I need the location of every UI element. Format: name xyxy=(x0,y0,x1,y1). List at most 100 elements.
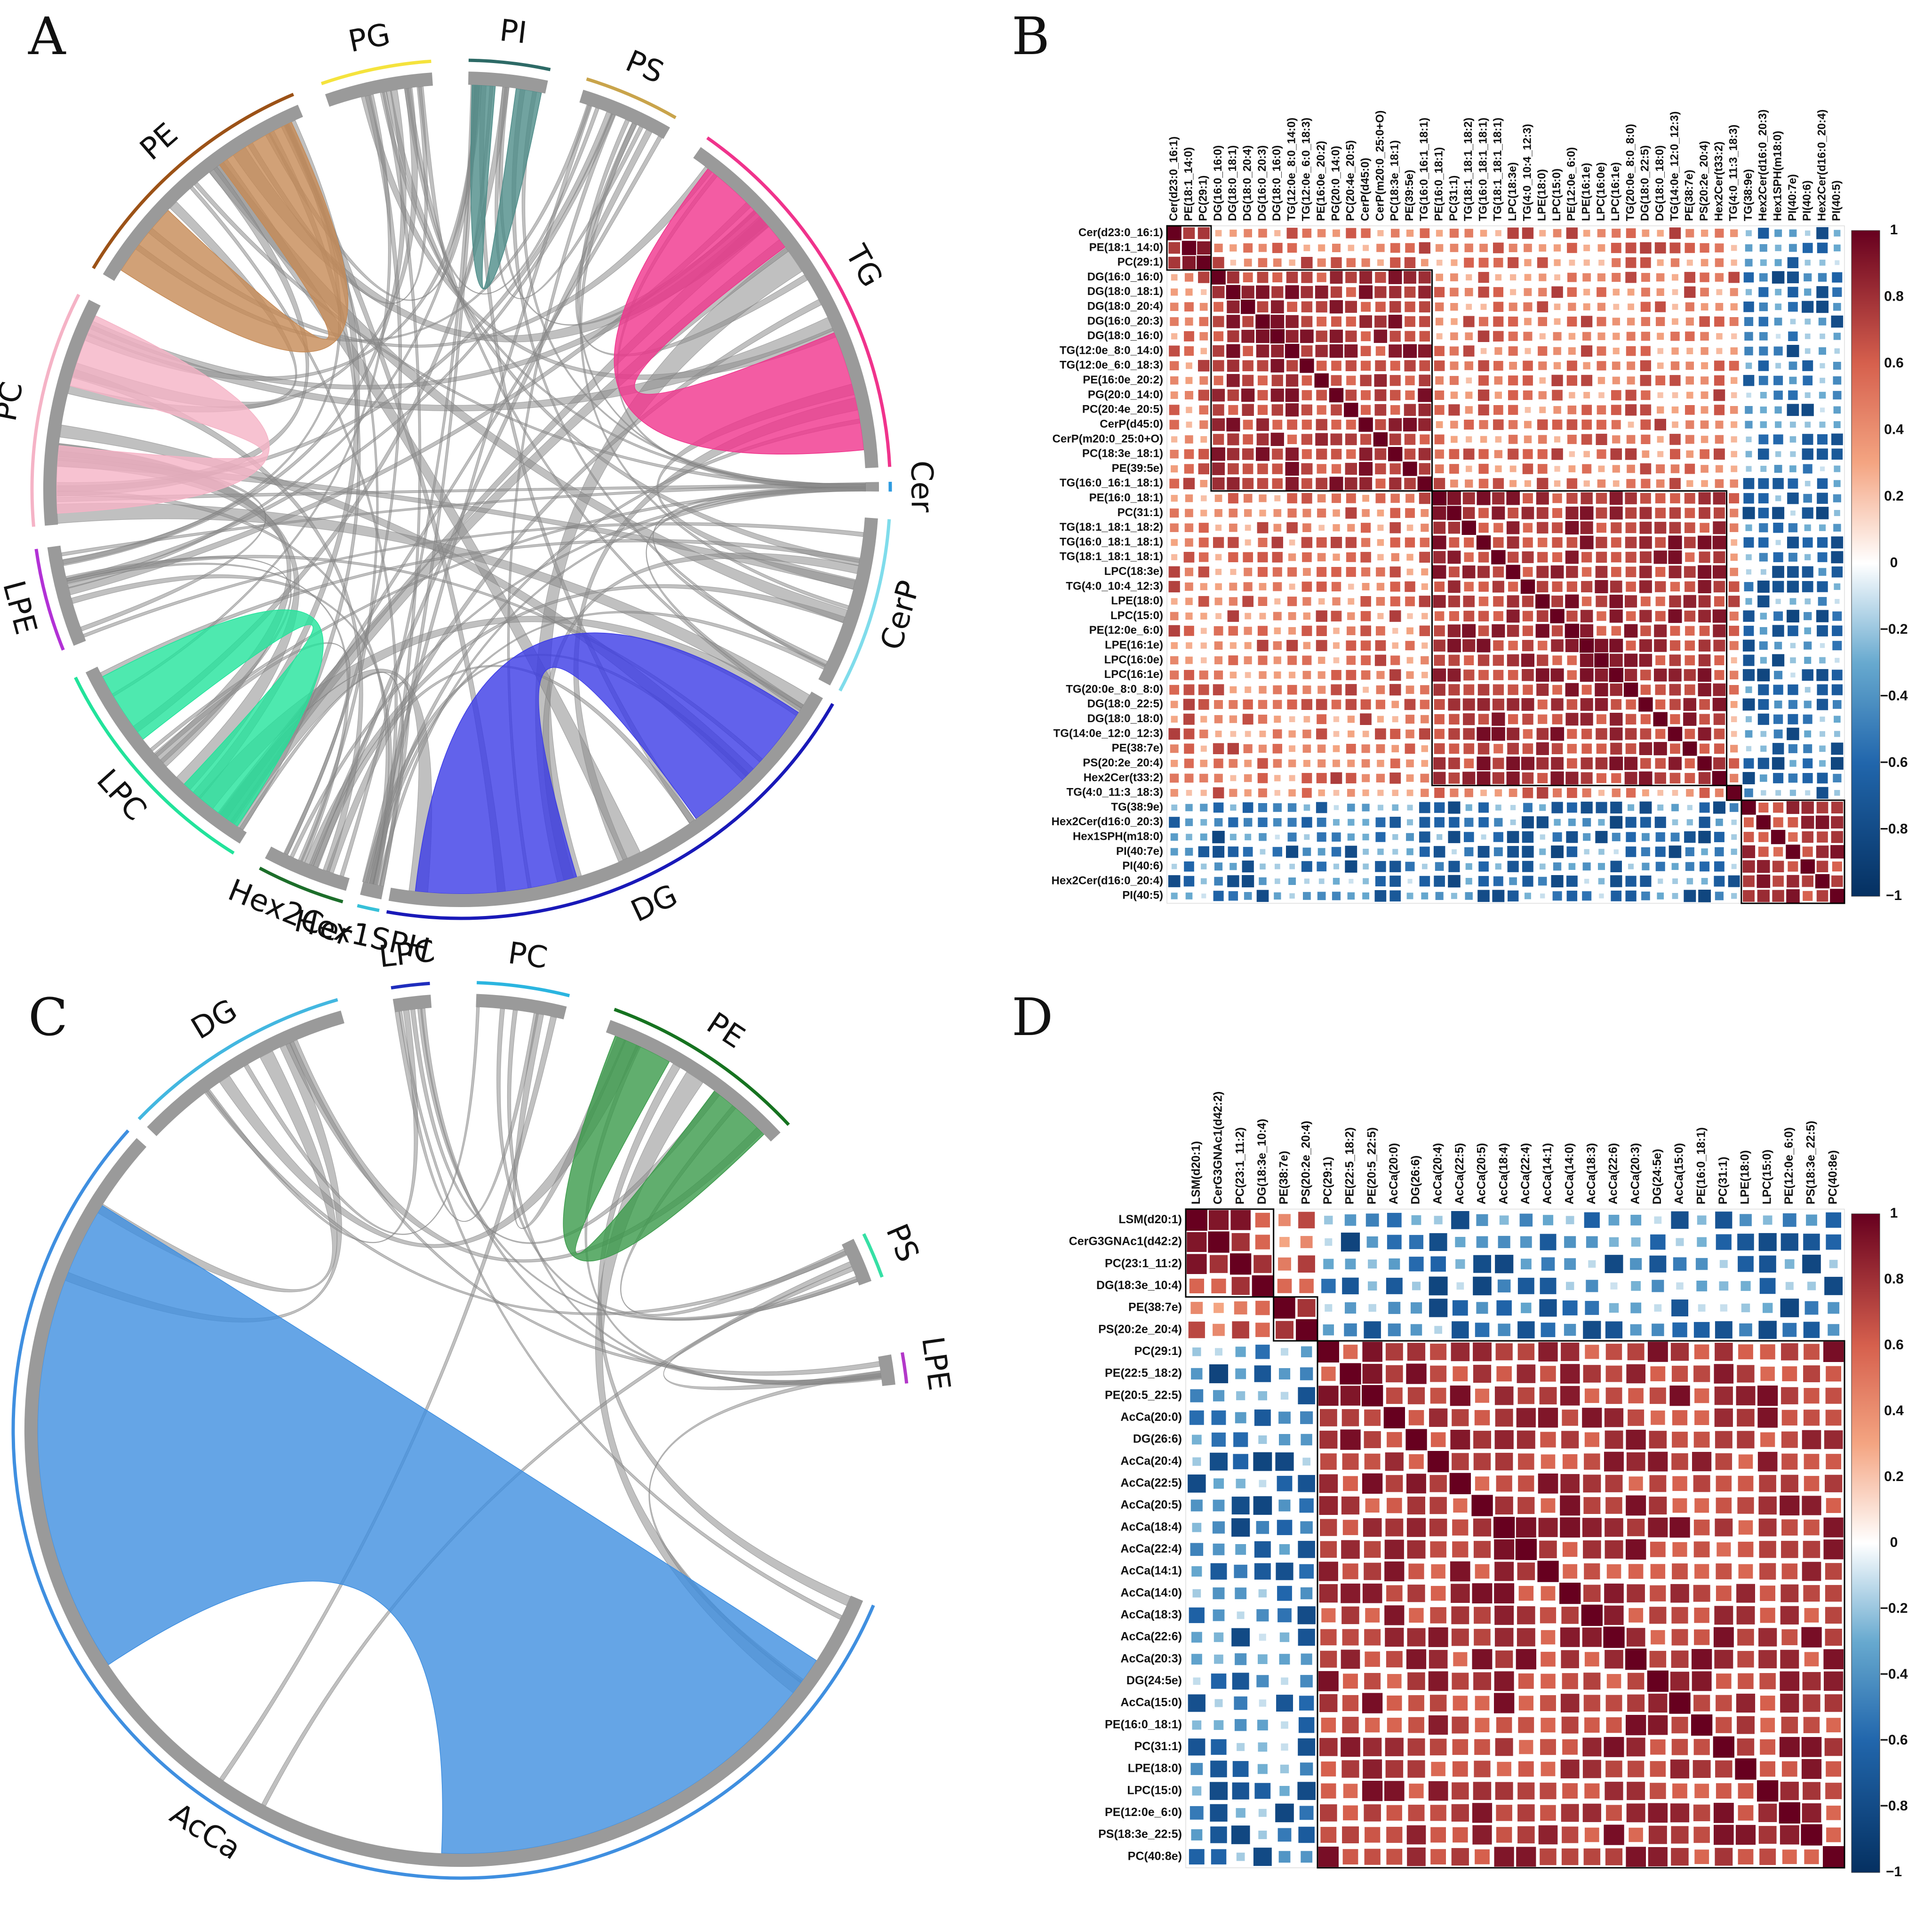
cell-11-1 xyxy=(1210,1452,1228,1471)
cluster-box-1 xyxy=(1210,269,1433,492)
cell-39-19 xyxy=(1448,801,1461,814)
cell-24-15 xyxy=(1390,582,1400,592)
cell-24-8 xyxy=(1289,583,1295,590)
cell-16-12 xyxy=(1345,462,1357,475)
cell-7-15 xyxy=(1517,1364,1536,1383)
cell-17-7 xyxy=(1272,478,1283,489)
cell-36-3 xyxy=(1213,758,1223,768)
cell-6-29 xyxy=(1823,1341,1844,1362)
cell-28-9 xyxy=(1386,1826,1403,1843)
cell-31-23 xyxy=(1508,684,1518,695)
cell-15-22 xyxy=(1672,1542,1687,1557)
cell-14-14 xyxy=(1373,432,1388,447)
cell-31-12 xyxy=(1345,684,1357,696)
cell-16-0 xyxy=(1191,1566,1202,1577)
cell-25-3 xyxy=(1257,1764,1268,1774)
cell-35-37 xyxy=(1714,743,1724,754)
cell-0-37 xyxy=(1715,229,1724,238)
cell-7-16 xyxy=(1405,331,1415,342)
cell-40-2 xyxy=(1200,819,1207,826)
cell-0-18 xyxy=(1436,230,1443,237)
cell-17-16 xyxy=(1404,478,1416,490)
cell-44-10 xyxy=(1318,878,1325,884)
cell-44-35 xyxy=(1686,878,1693,884)
cell-1-21 xyxy=(1650,1234,1666,1250)
colorbar-tick-5: 0 xyxy=(1890,1535,1898,1550)
cell-21-39 xyxy=(1743,537,1754,548)
cell-23-28 xyxy=(1803,1717,1820,1733)
cell-27-3 xyxy=(1213,626,1223,636)
cell-12-11 xyxy=(1331,404,1342,416)
cell-13-3 xyxy=(1212,418,1225,431)
cell-17-18 xyxy=(1583,1585,1601,1602)
row-label-pc-20-4e-20-5: PC(20:4e_20:5) xyxy=(1082,403,1163,416)
cell-27-2 xyxy=(1200,628,1207,634)
cell-40-45 xyxy=(1831,816,1844,829)
cell-18-3 xyxy=(1214,494,1222,502)
cell-26-4 xyxy=(1227,610,1239,622)
cell-0-24 xyxy=(1715,1211,1732,1229)
cell-25-11 xyxy=(1332,597,1341,605)
cell-20-19 xyxy=(1605,1649,1623,1669)
cell-34-3 xyxy=(1215,731,1222,737)
cell-34-33 xyxy=(1655,729,1666,739)
cell-13-0 xyxy=(1169,420,1179,430)
cell-16-9 xyxy=(1301,463,1313,475)
cell-41-44 xyxy=(1817,831,1828,843)
cell-0-27 xyxy=(1782,1213,1796,1227)
cell-26-21 xyxy=(1650,1783,1666,1799)
cell-13-30 xyxy=(1611,420,1621,430)
cell-15-14 xyxy=(1494,1539,1515,1560)
cell-2-35 xyxy=(1686,259,1693,266)
cell-20-34 xyxy=(1669,522,1681,534)
cell-13-17 xyxy=(1418,418,1431,431)
cell-6-29 xyxy=(1597,317,1606,327)
cell-42-19 xyxy=(1452,849,1457,854)
cell-1-34 xyxy=(1669,242,1681,254)
cell-4-10 xyxy=(1411,1302,1422,1314)
cell-37-12 xyxy=(1346,773,1357,784)
cell-13-42 xyxy=(1790,422,1796,428)
cell-21-6 xyxy=(1318,1671,1339,1691)
cell-2-16 xyxy=(1541,1257,1555,1271)
cell-1-10 xyxy=(1409,1235,1423,1249)
cell-22-3 xyxy=(1259,1699,1267,1707)
cell-44-32 xyxy=(1640,876,1652,887)
cell-23-38 xyxy=(1730,567,1738,576)
cell-27-33 xyxy=(1654,624,1667,637)
cell-8-21 xyxy=(1649,1387,1666,1404)
cell-4-14 xyxy=(1496,1300,1512,1316)
cell-24-42 xyxy=(1787,581,1799,593)
cell-11-29 xyxy=(1826,1454,1841,1469)
cell-18-40 xyxy=(1758,493,1769,503)
cell-14-6 xyxy=(1320,1519,1337,1536)
cell-10-14 xyxy=(1374,374,1387,387)
cell-40-25 xyxy=(1536,816,1549,829)
cell-40-24 xyxy=(1522,816,1534,829)
cell-5-3 xyxy=(1255,1322,1270,1337)
cell-28-39 xyxy=(1742,639,1755,652)
cell-4-25 xyxy=(1538,287,1547,296)
cell-36-34 xyxy=(1669,757,1682,770)
cell-10-45 xyxy=(1833,376,1842,385)
cell-18-5 xyxy=(1297,1606,1316,1625)
row-label-lpe-18-0: LPE(18:0) xyxy=(1111,595,1163,607)
cell-8-2 xyxy=(1236,1391,1245,1401)
cell-0-22 xyxy=(1495,230,1501,237)
cell-9-27 xyxy=(1566,360,1577,371)
cell-7-43 xyxy=(1804,334,1811,339)
cell-19-29 xyxy=(1825,1628,1842,1646)
cell-5-15 xyxy=(1517,1321,1535,1338)
cell-15-6 xyxy=(1256,447,1269,461)
cell-39-34 xyxy=(1671,804,1679,812)
cell-1-18 xyxy=(1435,244,1444,252)
cell-14-26 xyxy=(1758,1518,1777,1537)
cell-41-19 xyxy=(1448,831,1461,844)
cell-3-24 xyxy=(1719,1281,1729,1291)
cell-24-26 xyxy=(1552,581,1563,592)
cell-25-10 xyxy=(1318,598,1325,605)
cell-43-28 xyxy=(1582,862,1591,871)
cell-16-12 xyxy=(1450,1561,1470,1582)
cell-23-43 xyxy=(1802,566,1813,578)
cell-6-20 xyxy=(1463,316,1475,327)
